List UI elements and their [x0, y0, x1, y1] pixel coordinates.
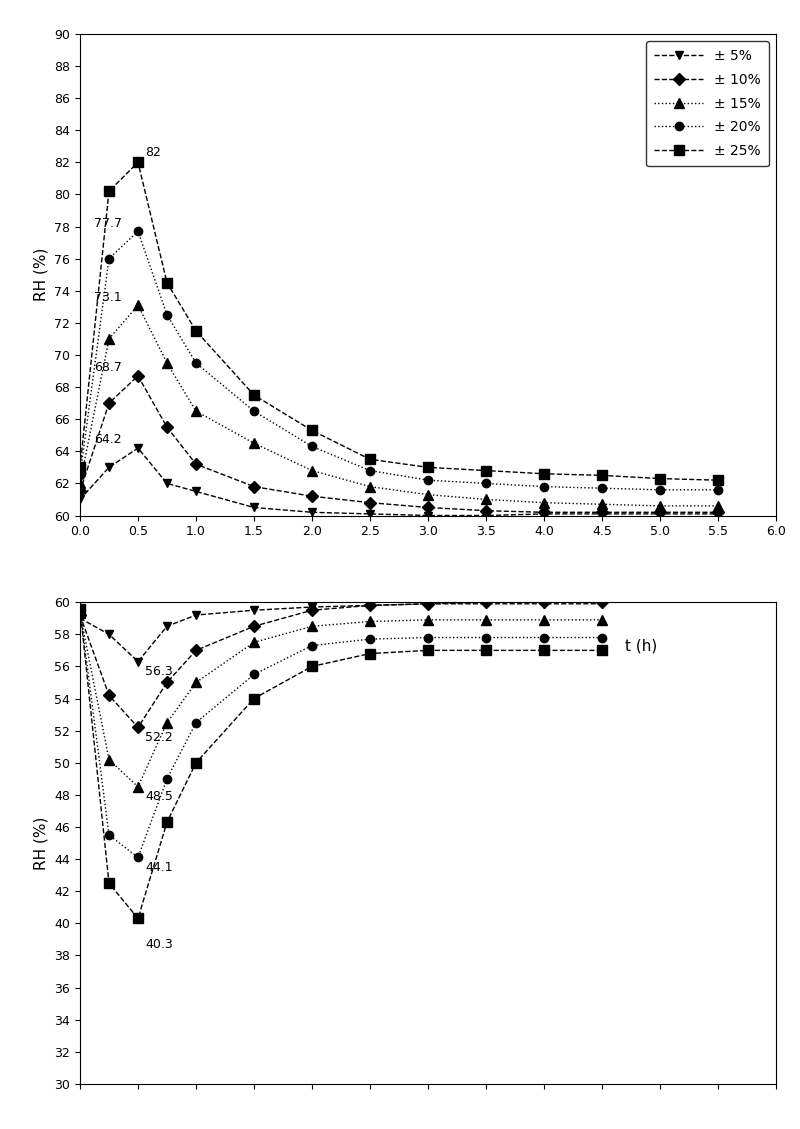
Text: 82: 82: [145, 146, 161, 159]
Y-axis label: RH (%): RH (%): [34, 816, 49, 869]
Text: 52.2: 52.2: [145, 730, 173, 744]
Text: 44.1: 44.1: [145, 860, 173, 874]
Text: 77.7: 77.7: [94, 217, 122, 229]
Legend: ± 5%, ± 10%, ± 15%, ± 20%, ± 25%: ± 5%, ± 10%, ± 15%, ± 20%, ± 25%: [646, 41, 769, 166]
Text: 40.3: 40.3: [145, 938, 173, 951]
Text: 73.1: 73.1: [94, 290, 122, 304]
Text: 48.5: 48.5: [145, 790, 173, 803]
Text: 68.7: 68.7: [94, 361, 122, 374]
Text: t (h): t (h): [626, 638, 658, 653]
Text: 56.3: 56.3: [145, 665, 173, 677]
Text: 64.2: 64.2: [94, 434, 122, 446]
Y-axis label: RH (%): RH (%): [34, 248, 49, 301]
